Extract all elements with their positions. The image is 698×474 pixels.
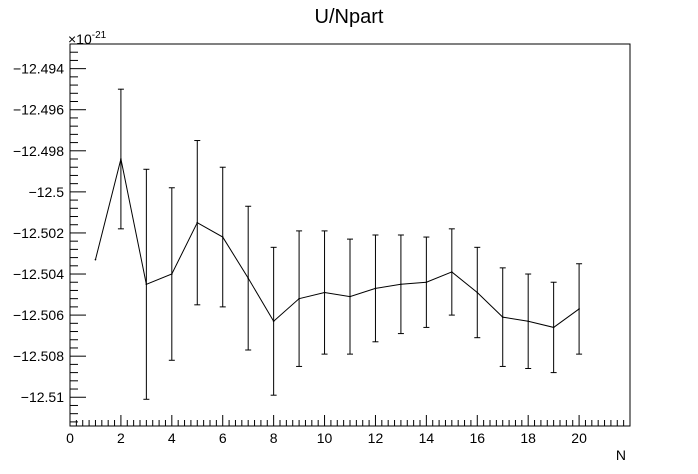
y-tick-label: −12.496	[13, 102, 64, 118]
y-exponent-base: ×10	[68, 31, 92, 47]
y-tick-label: −12.508	[13, 348, 64, 364]
y-tick-label: −12.506	[13, 307, 64, 323]
series-group	[94, 88, 583, 400]
y-tick-label: −12.494	[13, 61, 64, 77]
x-axis: 0 2 4 6 8 10 12 14 16 18 20	[66, 415, 631, 446]
svg-text:×10-21: ×10-21	[68, 30, 107, 47]
data-point	[94, 258, 97, 261]
error-bar	[576, 263, 583, 355]
x-tick-label: 6	[219, 430, 227, 446]
x-tick-label: 16	[469, 430, 485, 446]
error-bar	[245, 205, 252, 351]
error-bar	[143, 168, 150, 400]
x-tick-label: 8	[270, 430, 278, 446]
x-tick-label: 20	[571, 430, 587, 446]
error-bar	[448, 228, 455, 316]
y-exponent-power: -21	[92, 30, 107, 41]
x-tick-label: 10	[317, 430, 333, 446]
x-axis-label: N	[616, 447, 626, 463]
error-bar	[550, 281, 557, 374]
series-line	[94, 158, 580, 328]
error-bar	[474, 246, 481, 339]
y-tick-label: −12.498	[13, 143, 64, 159]
error-bar	[296, 230, 303, 367]
x-tick-label: 14	[419, 430, 435, 446]
error-bar	[525, 273, 532, 369]
error-bar	[347, 238, 353, 355]
x-tick-label: 4	[168, 430, 176, 446]
y-tick-label: −12.504	[13, 266, 64, 282]
error-bar	[219, 166, 226, 308]
error-bar	[499, 267, 506, 367]
x-tick-label: 12	[368, 430, 384, 446]
y-exponent-label: ×10-21	[68, 30, 107, 47]
error-bar	[194, 140, 201, 306]
error-bar	[372, 234, 379, 343]
x-tick-label: 2	[117, 430, 125, 446]
error-bar	[321, 230, 328, 355]
error-bar	[168, 187, 175, 361]
error-bar	[270, 246, 277, 396]
plot-frame	[69, 43, 631, 427]
y-tick-label: −12.5	[29, 184, 65, 200]
y-tick-label: −12.502	[13, 225, 64, 241]
x-tick-label: 18	[520, 430, 536, 446]
y-axis: −12.494 −12.496 −12.498 −12.5 −12.502 −12.504…	[13, 43, 86, 423]
error-bar	[117, 88, 124, 230]
y-tick-label: −12.51	[21, 389, 64, 405]
chart-title: U/Npart	[315, 6, 384, 28]
error-bar	[423, 236, 430, 328]
x-tick-label: 0	[66, 430, 74, 446]
error-bar	[397, 234, 404, 335]
